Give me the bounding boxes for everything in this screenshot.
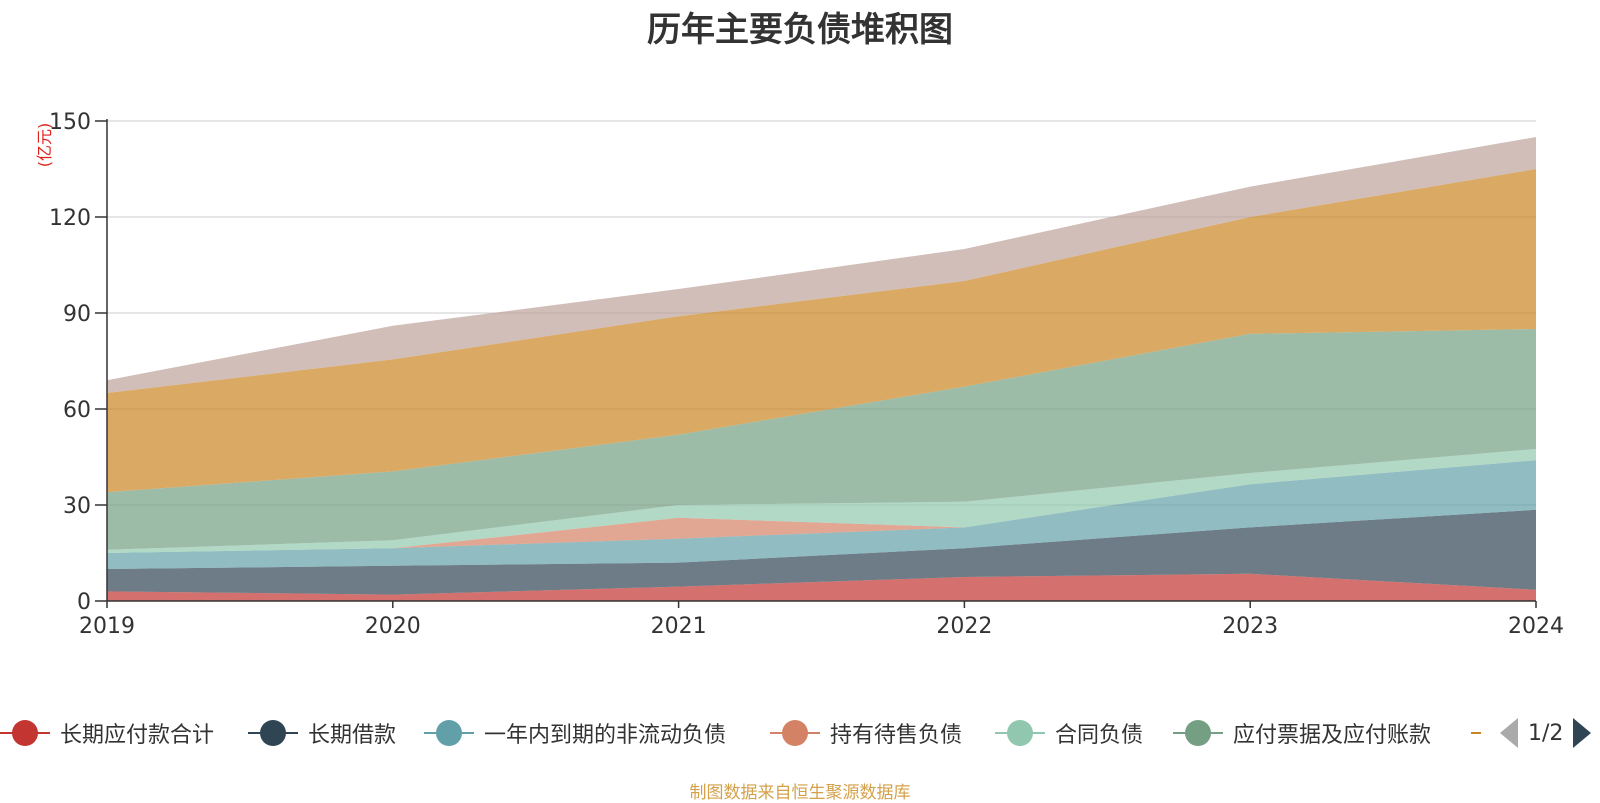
x-tick-labels: 2019 2020 2021 2022 2023 2024	[79, 601, 1564, 639]
y-tick-label: 30	[63, 494, 91, 519]
y-tick-label: 120	[49, 206, 91, 231]
legend-marker-icon	[248, 720, 298, 746]
area-series-group	[107, 137, 1536, 601]
legend-label: 持有待售负债	[830, 723, 963, 748]
legend-pager: 1/2	[1500, 718, 1592, 748]
legend-prev-page-icon[interactable]	[1500, 718, 1518, 748]
legend-page-indicator: 1/2	[1528, 720, 1564, 746]
legend-label: 应付票据及应付账款	[1233, 723, 1432, 748]
data-source-note: 制图数据来自恒生聚源数据库	[689, 783, 911, 803]
area-series-0	[107, 573, 1536, 601]
x-tick-label: 2024	[1508, 614, 1564, 639]
legend-item-2[interactable]: 一年内到期的非流动负债	[424, 713, 726, 753]
legend-next-page-icon[interactable]	[1573, 718, 1592, 748]
y-tick-label: 90	[63, 302, 91, 327]
legend-label: 一年内到期的非流动负债	[484, 723, 727, 748]
legend-item-3[interactable]: 持有待售负债	[770, 713, 962, 753]
x-tick-label: 2020	[365, 614, 421, 639]
legend-label: 合同负债	[1055, 723, 1144, 748]
area-series-2	[107, 460, 1536, 569]
legend-label: 长期借款	[308, 723, 397, 748]
axes	[106, 119, 1536, 602]
x-tick-label: 2019	[79, 614, 135, 639]
legend-label: 长期应付款合计	[60, 723, 215, 748]
area-series-1	[107, 509, 1536, 595]
legend-partial-marker-icon	[1471, 732, 1481, 734]
legend: 长期应付款合计 长期借款 一年内到期的非流动负债 持有待售负债 合同负债 应付票据及应付账…	[0, 713, 1600, 753]
y-tick-label: 150	[49, 110, 91, 135]
x-tick-label: 2023	[1222, 614, 1278, 639]
legend-marker-icon	[424, 720, 474, 746]
area-series-5	[107, 329, 1536, 550]
legend-marker-icon	[1173, 720, 1223, 746]
y-tick-labels: 0 30 60 90 120 150	[49, 110, 107, 615]
legend-item-1[interactable]: 长期借款	[248, 713, 396, 753]
legend-item-0[interactable]: 长期应付款合计	[0, 713, 214, 753]
stacked-area-chart: 0 30 60 90 120 150 2019 2020 2021 2022 2023 2024 (…	[35, 110, 1564, 639]
legend-marker-icon	[995, 720, 1045, 746]
y-axis-unit-label: (亿元)	[35, 123, 54, 168]
area-series-7	[107, 137, 1536, 393]
x-tick-label: 2021	[651, 614, 707, 639]
x-tick-label: 2022	[936, 614, 992, 639]
y-tick-label: 0	[77, 590, 91, 615]
legend-marker-icon	[770, 720, 820, 746]
y-tick-label: 60	[63, 398, 91, 423]
area-series-6	[107, 169, 1536, 493]
legend-marker-icon	[0, 720, 50, 746]
legend-item-4[interactable]: 合同负债	[995, 713, 1143, 753]
legend-item-5[interactable]: 应付票据及应付账款	[1173, 713, 1431, 753]
chart-title: 历年主要负债堆积图	[647, 10, 953, 50]
